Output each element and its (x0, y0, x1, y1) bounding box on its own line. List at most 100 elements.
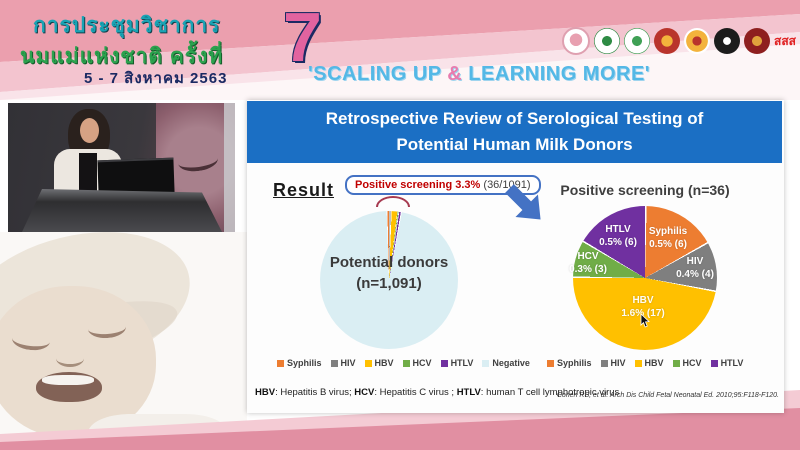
conference-title-line2: นมแม่แห่งชาติ ครั้งที่ (20, 45, 224, 68)
legend-label: HIV (610, 358, 626, 368)
presenter-dark-top (79, 153, 97, 197)
legend-swatch (330, 359, 338, 367)
slice-value: 0.5% (6) (599, 236, 637, 248)
slide-title-banner: Retrospective Review of Serological Test… (247, 101, 782, 163)
left-pie-subtitle: (n=1,091) (356, 275, 422, 292)
mouse-cursor-icon (640, 314, 650, 328)
slogan-part2: LEARNING MORE' (462, 63, 651, 85)
legend-swatch (440, 359, 448, 367)
slice-value: 0.5% (6) (649, 238, 687, 250)
legend-swatch (547, 359, 554, 367)
footnote-text: : human T cell lymphotropic virus (480, 387, 620, 398)
thai-health-sss-logo: สสส (774, 34, 796, 48)
legend-item: HCV (672, 358, 702, 368)
legend-swatch (364, 359, 372, 367)
potential-donors-label: Potential donors (n=1,091) (320, 252, 458, 294)
legend-label: Syphilis (557, 358, 592, 368)
baby-background-image (0, 209, 247, 450)
conference-title-line1: การประชุมวิชาการ (33, 14, 221, 37)
positive-screening-callout: Positive screening 3.3% (36/1091) (345, 175, 541, 195)
slogan-ampersand: & (447, 63, 463, 85)
legend-item: HTLV (440, 358, 474, 368)
royal-red-gold-emblem-logo (654, 28, 680, 54)
presentation-slide: Retrospective Review of Serological Test… (247, 100, 784, 413)
legend-item: HIV (330, 358, 356, 368)
slice-name: HTLV (605, 224, 631, 235)
legend-item: Syphilis (547, 358, 592, 368)
blue-arrow-icon (505, 184, 541, 220)
legend-label: HIV (340, 358, 356, 368)
slice-label-hcv: HCV 0.3% (3) (553, 251, 623, 276)
conference-slogan: 'SCALING UP & LEARNING MORE' (308, 63, 796, 86)
abbreviation-footnote: HBV: Hepatitis B virus; HCV: Hepatitis C… (255, 387, 619, 398)
legend-item: Syphilis (277, 358, 322, 368)
footnote-text: : Hepatitis C virus ; (374, 387, 457, 398)
legend-item: HBV (364, 358, 394, 368)
gold-royal-crest-logo (684, 28, 710, 54)
black-round-emblem-logo (714, 28, 740, 54)
potential-donors-pie-chart (320, 211, 458, 349)
slogan-part1: 'SCALING UP (308, 63, 448, 85)
slide-title-line2: Potential Human Milk Donors (396, 135, 633, 155)
legend-swatch (277, 359, 284, 367)
legend-swatch (402, 359, 410, 367)
video-backdrop-light-strip (224, 103, 235, 232)
slice-label-hiv: HIV 0.4% (4) (660, 256, 730, 281)
footnote-abbr: HBV (255, 387, 276, 398)
legend-label: Negative (492, 358, 530, 368)
right-pie-legend: Syphilis HIV HBV HCV HTLV (547, 358, 743, 368)
conference-header: การประชุมวิชาการ นมแม่แห่งชาติ ครั้งที่ … (0, 0, 800, 100)
legend-label: Syphilis (287, 358, 322, 368)
slice-value: 0.4% (4) (676, 268, 714, 280)
left-pie-legend: Syphilis HIV HBV HCV HTLV Negative (277, 358, 530, 368)
footnote-text: : Hepatitis B virus; (275, 387, 355, 398)
reference-citation: Cohen RS, et al. Arch Dis Child Fetal Ne… (556, 392, 779, 399)
podium (22, 189, 222, 232)
mother-and-child-foundation-logo (562, 27, 590, 55)
slice-label-syphilis: Syphilis 0.5% (6) (633, 226, 703, 251)
slide-title-line1: Retrospective Review of Serological Test… (325, 109, 704, 128)
red-round-emblem-logo (744, 28, 770, 54)
slice-name: HCV (577, 251, 599, 262)
slice-highlight-bracket (376, 196, 410, 207)
sponsor-logos-row: สสส (562, 27, 796, 55)
slice-name: HBV (632, 295, 654, 306)
legend-swatch (600, 359, 608, 367)
slice-name: HIV (686, 256, 704, 267)
legend-label: HTLV (450, 358, 474, 368)
conference-dates: 5 - 7 สิงหาคม 2563 (84, 70, 228, 87)
legend-swatch (672, 359, 680, 367)
callout-detail: (36/1091) (480, 179, 531, 191)
slice-value: 1.6% (17) (621, 307, 665, 319)
legend-swatch (710, 359, 718, 367)
footnote-abbr: HTLV (456, 387, 481, 398)
slice-label-hbv: HBV 1.6% (17) (608, 295, 678, 320)
legend-item: HBV (634, 358, 664, 368)
legend-label: HCV (412, 358, 432, 368)
legend-label: HBV (644, 358, 664, 368)
legend-item: HIV (600, 358, 626, 368)
legend-swatch (482, 359, 490, 367)
result-label: Result (273, 180, 335, 200)
presenter-video (8, 103, 235, 232)
left-pie-title: Potential donors (329, 254, 449, 271)
legend-swatch (634, 359, 642, 367)
positive-screening-chart-title: Positive screening (n=36) (560, 182, 730, 198)
green-seal-logo-2 (624, 28, 650, 54)
baby-teeth (42, 375, 94, 385)
footnote-abbr: HCV (354, 387, 375, 398)
baby-nose (56, 350, 84, 367)
presenter-face (80, 118, 99, 143)
slice-name: Syphilis (648, 226, 688, 237)
legend-item: HTLV (710, 358, 744, 368)
slice-value: 0.3% (3) (569, 263, 607, 275)
legend-item: Negative (482, 358, 530, 368)
edition-number: 7 (283, 0, 322, 76)
legend-label: HBV (374, 358, 394, 368)
callout-highlight: Positive screening 3.3% (355, 179, 481, 191)
green-seal-logo-1 (594, 28, 620, 54)
laptop (97, 157, 175, 196)
legend-label: HCV (682, 358, 702, 368)
legend-label: HTLV (720, 358, 744, 368)
